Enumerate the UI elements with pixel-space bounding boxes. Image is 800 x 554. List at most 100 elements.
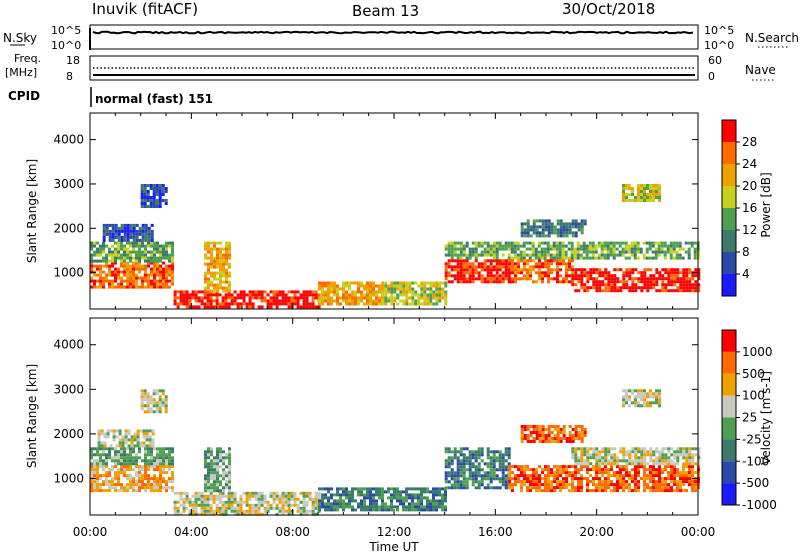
power-cell xyxy=(622,190,625,193)
power-cell xyxy=(550,259,553,263)
velocity-cell xyxy=(302,494,306,498)
power-cell xyxy=(135,223,139,227)
velocity-cell xyxy=(132,450,135,454)
velocity-cell xyxy=(318,508,321,512)
power-cell xyxy=(147,250,150,254)
velocity-cell xyxy=(679,486,682,490)
power-cell xyxy=(664,271,668,275)
velocity-cell xyxy=(129,453,132,457)
velocity-cell xyxy=(93,465,96,469)
velocity-cell xyxy=(477,462,481,466)
power-cell xyxy=(528,253,532,257)
velocity-cell xyxy=(489,480,493,484)
power-cell xyxy=(108,264,111,268)
velocity-cell xyxy=(649,450,653,454)
power-cell xyxy=(108,259,111,263)
velocity-cell xyxy=(601,483,604,487)
velocity-cell xyxy=(420,490,423,494)
velocity-cell xyxy=(123,471,126,475)
power-cell xyxy=(165,250,168,254)
velocity-cell xyxy=(302,503,306,507)
power-cell xyxy=(462,250,466,254)
power-cell xyxy=(685,283,689,287)
power-cell xyxy=(176,296,180,300)
velocity-cell xyxy=(393,487,396,491)
velocity-cell xyxy=(141,486,144,490)
power-cell xyxy=(636,247,640,251)
velocity-cell xyxy=(93,474,96,478)
power-cell xyxy=(559,219,563,223)
power-cell xyxy=(114,253,117,257)
power-cell xyxy=(550,222,554,226)
velocity-cell xyxy=(673,489,676,493)
power-cell xyxy=(366,284,369,288)
velocity-cell xyxy=(179,497,183,501)
velocity-cell xyxy=(408,508,411,512)
power-cell xyxy=(161,187,165,190)
velocity-cell xyxy=(664,459,668,463)
power-cell xyxy=(228,289,231,293)
velocity-cell xyxy=(114,489,117,493)
power-cell xyxy=(643,187,646,190)
power-cell xyxy=(534,247,538,251)
power-cell xyxy=(327,293,330,297)
velocity-cell xyxy=(423,505,426,509)
velocity-cell xyxy=(221,503,225,507)
velocity-cell xyxy=(96,474,99,478)
power-cell xyxy=(402,302,406,306)
velocity-cell xyxy=(236,503,240,507)
velocity-cell xyxy=(132,459,135,463)
velocity-cell xyxy=(658,471,661,475)
velocity-cell xyxy=(126,462,129,466)
velocity-cell xyxy=(498,462,502,466)
power-cell xyxy=(123,256,126,260)
power-cell xyxy=(612,244,616,248)
velocity-cell xyxy=(143,395,147,399)
velocity-cell xyxy=(634,462,638,466)
power-cell xyxy=(553,231,557,235)
velocity-cell xyxy=(456,471,460,475)
velocity-cell xyxy=(150,450,153,454)
power-cell xyxy=(510,256,514,260)
power-cell xyxy=(143,193,147,196)
power-cell xyxy=(513,247,517,251)
power-cell xyxy=(517,268,520,272)
velocity-cell xyxy=(670,474,673,478)
velocity-cell xyxy=(254,512,258,516)
velocity-cell xyxy=(272,500,276,504)
velocity-cell xyxy=(682,468,685,472)
power-cell xyxy=(655,277,659,281)
power-cell xyxy=(690,241,694,245)
velocity-cell xyxy=(643,404,646,408)
power-cell xyxy=(345,296,348,300)
velocity-cell xyxy=(152,392,156,396)
power-cell xyxy=(348,299,351,303)
power-cell xyxy=(468,268,472,272)
power-cell xyxy=(158,190,162,193)
power-cell xyxy=(534,256,538,260)
power-cell xyxy=(123,253,126,257)
velocity-cell xyxy=(145,435,149,439)
power-cell xyxy=(607,289,611,293)
velocity-cell xyxy=(114,462,117,466)
velocity-cell xyxy=(450,456,454,460)
velocity-cell xyxy=(206,509,210,513)
power-cell xyxy=(453,274,457,278)
power-cell xyxy=(327,302,330,306)
velocity-cell xyxy=(541,434,545,437)
velocity-cell xyxy=(159,477,162,481)
power-cell xyxy=(158,187,162,190)
power-cell xyxy=(117,267,120,271)
power-cell xyxy=(105,232,109,236)
velocity-cell xyxy=(106,429,110,433)
power-cell xyxy=(538,231,542,235)
velocity-cell xyxy=(228,468,231,472)
power-cell xyxy=(200,302,204,306)
power-band xyxy=(444,259,511,284)
power-cell xyxy=(631,193,634,196)
velocity-cell xyxy=(574,437,578,440)
velocity-cell xyxy=(203,494,207,498)
velocity-cell xyxy=(643,401,646,405)
power-cell xyxy=(640,280,644,284)
power-cell xyxy=(598,271,602,275)
